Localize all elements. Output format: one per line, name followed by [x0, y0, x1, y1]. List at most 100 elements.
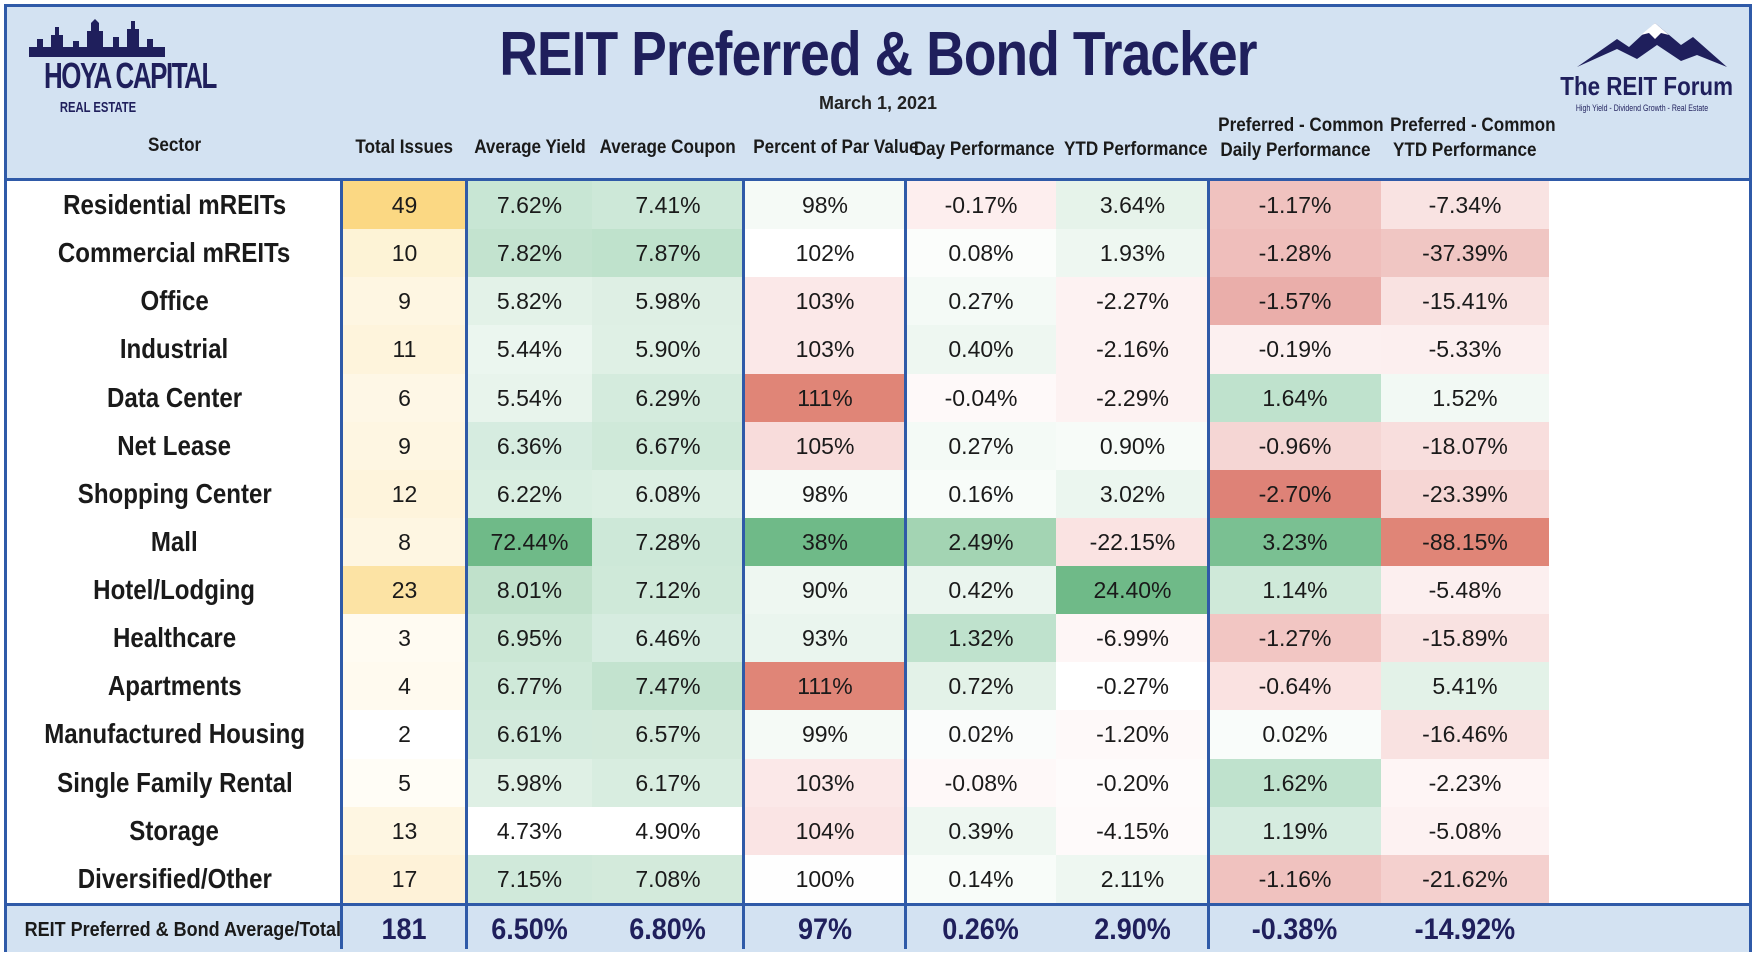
- col-header-pc-daily: Preferred - Common Daily Performance: [1218, 115, 1384, 161]
- cell-par: 103%: [744, 277, 906, 326]
- cell-day: 0.14%: [906, 854, 1056, 903]
- cell-day: 0.08%: [906, 229, 1056, 278]
- cell-pc-day: 1.14%: [1209, 566, 1381, 615]
- sector-name-cell: Data Center: [7, 373, 342, 422]
- cell-pc-day: -2.70%: [1209, 469, 1381, 518]
- sector-name-cell: Single Family Rental: [7, 758, 342, 807]
- cell-issues: 17: [342, 854, 467, 903]
- col-header-sector: Sector: [147, 135, 202, 156]
- hoya-capital-sub: REAL ESTATE: [59, 99, 137, 116]
- cell-issues: 8: [342, 517, 467, 567]
- cell-yield: 5.44%: [467, 325, 592, 374]
- footer-total-issues: 181: [381, 913, 428, 946]
- cell-issues: 12: [342, 469, 467, 518]
- col-header-ytd-performance: YTD Performance: [1063, 139, 1208, 160]
- cell-coupon: 6.17%: [592, 758, 744, 807]
- divider-after-ytd: [1207, 181, 1210, 949]
- footer-average-yield: 6.50%: [491, 913, 568, 946]
- header: HOYA CAPITAL REAL ESTATE REIT Preferred …: [7, 7, 1749, 181]
- cell-yield: 5.54%: [467, 373, 592, 422]
- cell-coupon: 4.90%: [592, 806, 744, 855]
- cell-issues: 23: [342, 566, 467, 615]
- cell-day: 0.42%: [906, 566, 1056, 615]
- sector-name-cell: Industrial: [7, 325, 342, 374]
- cell-coupon: 5.90%: [592, 325, 744, 374]
- cell-coupon: 7.41%: [592, 181, 744, 230]
- col-header-total-issues: Total Issues: [355, 137, 454, 158]
- sector-name-cell: Office: [7, 277, 342, 326]
- cell-day: 0.16%: [906, 469, 1056, 518]
- cell-issues: 3: [342, 614, 467, 663]
- cell-ytd: 3.64%: [1056, 181, 1209, 230]
- page-title: REIT Preferred & Bond Tracker: [499, 20, 1257, 89]
- cell-par: 98%: [744, 181, 906, 230]
- cell-pc-ytd: -7.34%: [1381, 181, 1549, 230]
- table-row: Net Lease 9 6.36% 6.67% 105% 0.27% 0.90% -0.96%…: [7, 421, 1749, 470]
- col-header-day-performance: Day Performance: [913, 139, 1055, 160]
- cell-yield: 7.82%: [467, 229, 592, 278]
- cell-coupon: 6.67%: [592, 421, 744, 470]
- cell-coupon: 7.28%: [592, 517, 744, 567]
- cell-pc-ytd: -5.08%: [1381, 806, 1549, 855]
- sector-name-cell: Storage: [7, 806, 342, 855]
- cell-coupon: 6.46%: [592, 614, 744, 663]
- cell-day: 0.72%: [906, 662, 1056, 711]
- cell-par: 99%: [744, 710, 906, 759]
- cell-day: 0.39%: [906, 806, 1056, 855]
- col-header-average-coupon: Average Coupon: [599, 137, 737, 158]
- cell-pc-ytd: -16.46%: [1381, 710, 1549, 759]
- cell-day: -0.08%: [906, 758, 1056, 807]
- cell-day: -0.04%: [906, 373, 1056, 422]
- cell-issues: 6: [342, 373, 467, 422]
- cell-yield: 7.15%: [467, 854, 592, 903]
- cell-yield: 5.82%: [467, 277, 592, 326]
- sector-name-cell: Hotel/Lodging: [7, 566, 342, 615]
- cell-coupon: 7.87%: [592, 229, 744, 278]
- col-header-pc-ytd: Preferred - Common YTD Performance: [1390, 115, 1556, 161]
- cell-pc-day: -0.96%: [1209, 421, 1381, 470]
- footer-pc-ytd: -14.92%: [1414, 913, 1516, 946]
- sector-name-cell: Mall: [7, 517, 342, 567]
- cell-yield: 4.73%: [467, 806, 592, 855]
- cell-pc-day: -0.64%: [1209, 662, 1381, 711]
- sector-name-cell: Manufactured Housing: [7, 710, 342, 759]
- divider-after-coupon: [742, 181, 745, 949]
- cell-coupon: 5.98%: [592, 277, 744, 326]
- table-row: Hotel/Lodging 23 8.01% 7.12% 90% 0.42% 24.40% 1…: [7, 566, 1749, 615]
- footer-pc-daily: -0.38%: [1252, 913, 1338, 946]
- sector-name-cell: Shopping Center: [7, 469, 342, 518]
- mountain-icon: [1577, 23, 1727, 67]
- cell-coupon: 7.12%: [592, 566, 744, 615]
- report-date: March 1, 2021: [818, 93, 938, 113]
- table-row: Industrial 11 5.44% 5.90% 103% 0.40% -2.16% -0.…: [7, 325, 1749, 374]
- divider-after-issues: [465, 181, 468, 949]
- cell-ytd: -0.20%: [1056, 758, 1209, 807]
- table-row: Manufactured Housing 2 6.61% 6.57% 99% 0.02% -…: [7, 710, 1749, 759]
- cell-ytd: -2.16%: [1056, 325, 1209, 374]
- table-row: Office 9 5.82% 5.98% 103% 0.27% -2.27% -1.57% -1…: [7, 277, 1749, 326]
- skyline-icon: [29, 19, 165, 57]
- cell-coupon: 6.08%: [592, 469, 744, 518]
- table-row: Commercial mREITs 10 7.82% 7.87% 102% 0.08% 1.…: [7, 229, 1749, 278]
- cell-issues: 49: [342, 181, 467, 230]
- cell-par: 90%: [744, 566, 906, 615]
- table-row: Mall 8 72.44% 7.28% 38% 2.49% -22.15% 3.23% -88.…: [7, 517, 1749, 567]
- cell-pc-day: 0.02%: [1209, 710, 1381, 759]
- table-row: Shopping Center 12 6.22% 6.08% 98% 0.16% 3.02%…: [7, 469, 1749, 518]
- table-row: Healthcare 3 6.95% 6.46% 93% 1.32% -6.99% -1.27…: [7, 614, 1749, 663]
- cell-yield: 7.62%: [467, 181, 592, 230]
- cell-day: 2.49%: [906, 517, 1056, 567]
- cell-pc-ytd: -15.89%: [1381, 614, 1549, 663]
- sector-name-cell: Apartments: [7, 662, 342, 711]
- table-row: Storage 13 4.73% 4.90% 104% 0.39% -4.15% 1.19% -…: [7, 806, 1749, 855]
- cell-ytd: -2.27%: [1056, 277, 1209, 326]
- cell-issues: 13: [342, 806, 467, 855]
- cell-pc-ytd: -18.07%: [1381, 421, 1549, 470]
- tracker-table-frame: HOYA CAPITAL REAL ESTATE REIT Preferred …: [4, 4, 1752, 952]
- cell-coupon: 6.57%: [592, 710, 744, 759]
- footer-average-coupon: 6.80%: [629, 913, 707, 946]
- cell-ytd: 1.93%: [1056, 229, 1209, 278]
- cell-par: 100%: [744, 854, 906, 903]
- cell-issues: 11: [342, 325, 467, 374]
- cell-pc-ytd: -5.33%: [1381, 325, 1549, 374]
